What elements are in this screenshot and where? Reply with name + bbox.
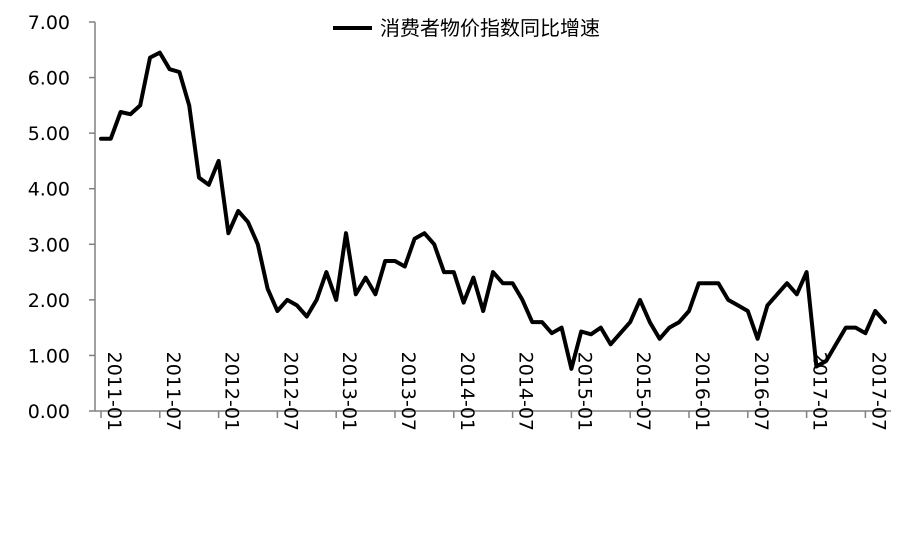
legend: 消费者物价指数同比增速 [333,16,600,40]
x-axis: 2011-01 2011-07 2012-01 2012-07 2013-01 2013-… [95,352,891,431]
x-tick-label: 2014-01 [456,352,478,431]
y-axis: 0.00 1.00 2.00 3.00 4.00 5.00 6.00 7.00 [28,12,96,423]
y-tick-label: 7.00 [28,12,70,34]
x-tick-label: 2011-01 [103,352,125,431]
y-tick-label: 1.00 [28,345,70,367]
x-tick-label: 2014-07 [515,352,537,431]
plot-area [99,50,887,371]
x-tick-label: 2017-07 [867,352,889,431]
x-tick-label: 2013-01 [338,352,360,431]
legend-label: 消费者物价指数同比增速 [380,16,600,40]
x-tick-label: 2011-07 [162,352,184,431]
y-tick-label: 4.00 [28,179,70,201]
x-tick-label: 2015-01 [573,352,595,431]
x-tick-label: 2013-07 [397,352,419,431]
y-tick-label: 6.00 [28,68,70,90]
x-tick-label: 2016-07 [750,352,772,431]
y-tick-label: 0.00 [28,401,70,423]
x-tick-label: 2012-01 [221,352,243,431]
x-tick-label: 2017-01 [809,352,831,431]
y-tick-label: 3.00 [28,234,70,256]
x-tick-label: 2012-07 [279,352,301,431]
y-tick-label: 2.00 [28,290,70,312]
x-tick-label: 2015-07 [632,352,654,431]
y-tick-label: 5.00 [28,123,70,145]
x-tick-label: 2016-01 [691,352,713,431]
series-line [99,50,887,371]
